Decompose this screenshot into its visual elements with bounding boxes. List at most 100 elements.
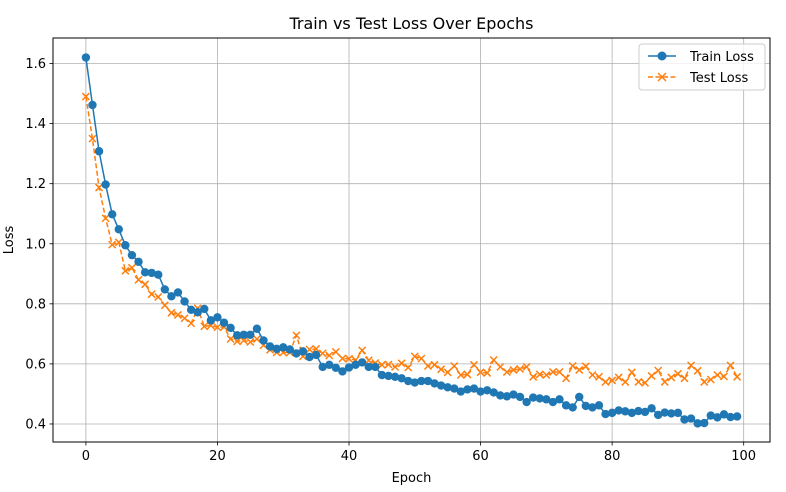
train-loss-point (160, 285, 170, 294)
train-loss-point (272, 344, 281, 354)
test-loss-point (318, 349, 327, 358)
train-loss-point (390, 372, 400, 382)
x-tick-label: 40 (341, 449, 358, 464)
train-loss-point (246, 330, 255, 339)
test-loss-point (167, 308, 176, 317)
train-loss-point (384, 371, 393, 381)
train-loss-point (298, 347, 308, 356)
train-loss-point (265, 342, 275, 351)
train-loss-point (226, 323, 235, 333)
train-loss-point (502, 392, 512, 401)
train-loss-point (351, 360, 360, 370)
train-loss-point (555, 395, 564, 404)
x-tick-label: 20 (209, 449, 226, 464)
train-loss-point (108, 210, 117, 219)
train-loss-point (127, 250, 137, 260)
y-tick-label: 1.4 (25, 117, 46, 132)
train-loss-point (443, 383, 452, 392)
legend-train-label: Train Loss (689, 50, 754, 65)
train-loss-point (575, 392, 584, 402)
test-loss-point (88, 134, 97, 143)
train-loss-point (167, 292, 176, 301)
train-loss-point (653, 410, 663, 420)
train-loss-point (325, 360, 334, 370)
test-loss-point (187, 319, 196, 328)
train-loss-point (417, 376, 426, 386)
train-loss-point (338, 367, 347, 376)
train-loss-point (456, 387, 466, 396)
train-loss-point (621, 407, 630, 416)
series-layer (81, 53, 742, 428)
train-loss-point (588, 403, 597, 412)
train-loss-point (706, 411, 715, 420)
test-loss-point (581, 362, 590, 371)
train-loss-series (81, 53, 742, 428)
test-loss-point (292, 331, 301, 340)
test-loss-point (726, 361, 735, 370)
train-loss-point (647, 404, 656, 413)
train-loss-point (542, 395, 551, 404)
test-loss-point (108, 240, 117, 249)
test-loss-point (719, 372, 728, 381)
legend: Train Loss Test Loss (638, 43, 766, 91)
test-loss-point (463, 370, 472, 379)
train-loss-point (482, 386, 492, 395)
test-loss-point (687, 361, 696, 370)
train-loss-point (673, 408, 683, 418)
train-loss-point (292, 349, 301, 358)
test-loss-point (548, 367, 557, 377)
test-loss-point (160, 301, 169, 310)
train-loss-point (581, 401, 591, 411)
test-loss-point (456, 370, 465, 380)
train-loss-point (94, 147, 104, 156)
test-loss-point (154, 292, 163, 301)
test-loss-point (693, 366, 702, 375)
train-loss-point (568, 403, 577, 412)
test-loss-point (575, 365, 584, 374)
train-loss-point (114, 225, 123, 234)
train-loss-point (607, 408, 617, 418)
train-loss-point (410, 378, 419, 387)
test-loss-point (614, 373, 623, 382)
test-loss-point (423, 361, 432, 371)
train-loss-point (463, 385, 472, 394)
train-loss-point (200, 304, 209, 314)
train-loss-point (154, 270, 163, 279)
train-loss-point (686, 414, 696, 423)
test-loss-point (134, 275, 143, 284)
test-loss-point (588, 370, 597, 380)
train-loss-point (732, 412, 742, 421)
test-loss-point (410, 352, 419, 361)
test-loss-point (621, 377, 630, 386)
train-loss-point (476, 387, 485, 396)
test-loss-point (344, 354, 354, 363)
train-loss-point (186, 305, 196, 315)
test-loss-point (384, 360, 393, 369)
test-loss-point (437, 365, 446, 374)
test-loss-point (331, 347, 340, 356)
train-loss-point (614, 406, 623, 415)
test-loss-point (430, 360, 439, 369)
test-loss-point (654, 366, 663, 375)
test-loss-point (312, 344, 321, 353)
test-loss-point (706, 375, 715, 384)
train-loss-point (331, 363, 341, 373)
train-loss-point (404, 376, 413, 386)
train-loss-point (101, 180, 110, 189)
test-loss-point (358, 346, 367, 355)
train-loss-point (496, 391, 505, 400)
y-tick-label: 0.8 (25, 297, 46, 312)
train-loss-point (311, 350, 321, 360)
test-loss-point (364, 356, 373, 365)
test-loss-point (141, 280, 150, 289)
test-loss-point (601, 377, 610, 386)
train-loss-point (436, 381, 446, 390)
legend-test-marker (657, 72, 667, 82)
test-loss-point (568, 361, 577, 371)
test-loss-point (713, 370, 722, 380)
train-loss-point (344, 363, 354, 372)
train-loss-point (88, 100, 97, 110)
train-loss-point (719, 410, 729, 419)
legend-test-label: Test Loss (689, 71, 748, 86)
